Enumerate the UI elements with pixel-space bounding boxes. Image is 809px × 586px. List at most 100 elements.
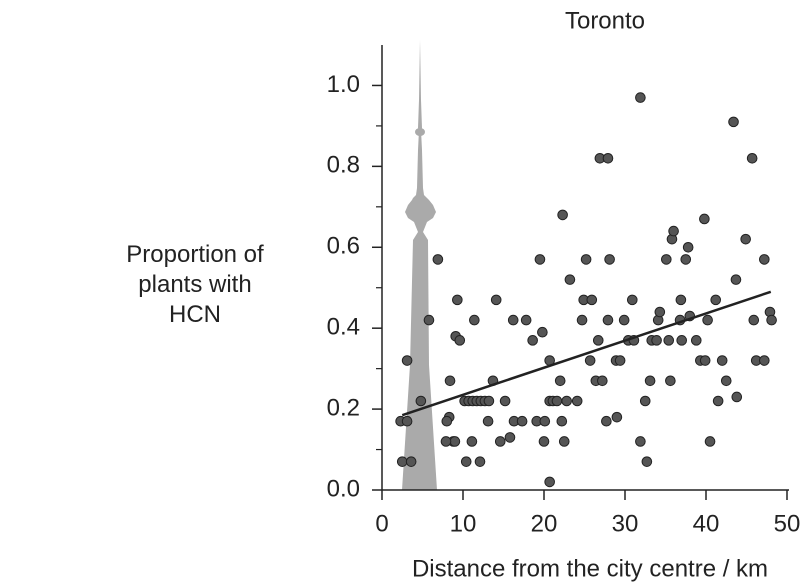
point (665, 375, 676, 387)
point (482, 415, 494, 427)
point (564, 274, 576, 285)
point (676, 335, 688, 346)
y-tick-label: 0.6 (327, 233, 360, 260)
point (401, 415, 413, 427)
point (626, 294, 638, 306)
point (699, 213, 710, 225)
point (441, 415, 453, 427)
point (432, 254, 444, 265)
point (748, 314, 760, 326)
trend-line (401, 290, 772, 417)
y-tick-label: 0.2 (327, 394, 360, 421)
point (710, 294, 722, 306)
x-tick-label: 30 (612, 510, 639, 537)
y-tick-label: 0.0 (327, 475, 360, 502)
point (460, 456, 472, 467)
point (602, 314, 614, 326)
point (740, 233, 751, 245)
point (494, 436, 506, 447)
x-tick-label: 50 (774, 510, 801, 537)
point (702, 314, 713, 326)
point (641, 456, 653, 467)
y-tick-label: 0.8 (327, 152, 360, 179)
point (554, 375, 566, 387)
point (405, 456, 417, 467)
point (644, 375, 656, 387)
point (534, 254, 546, 265)
point (580, 254, 592, 265)
point (466, 436, 478, 447)
x-tick-label: 10 (450, 510, 477, 537)
y-axis-label: Proportion of plants with HCN (126, 241, 264, 328)
point (728, 116, 739, 128)
point (576, 314, 588, 326)
cn-tower-silhouette (402, 40, 437, 490)
point (469, 314, 480, 326)
point (544, 476, 555, 488)
x-axis-label: Distance from the city centre / km (412, 555, 768, 582)
point (668, 225, 679, 237)
y-tick-label: 1.0 (327, 71, 360, 98)
point (584, 355, 596, 366)
point (682, 241, 694, 253)
point (551, 395, 563, 407)
point (651, 335, 662, 346)
chart-title: Toronto (565, 7, 645, 34)
point (444, 375, 456, 387)
point (504, 432, 516, 443)
point (586, 294, 598, 306)
point (730, 274, 742, 285)
point (661, 254, 672, 265)
point (639, 395, 651, 407)
point (415, 395, 427, 407)
point (604, 254, 615, 265)
point (537, 326, 548, 338)
point (759, 254, 770, 265)
point (602, 152, 614, 164)
point (556, 415, 568, 427)
point (618, 314, 630, 326)
point (538, 436, 550, 447)
point (449, 436, 461, 447)
point (557, 209, 568, 221)
point (601, 415, 612, 427)
point (520, 314, 532, 326)
point (452, 294, 463, 306)
x-tick-label: 20 (531, 510, 558, 537)
point (712, 395, 724, 407)
point (611, 411, 623, 423)
point (759, 355, 770, 366)
point (561, 395, 572, 407)
point (499, 395, 511, 407)
point (635, 436, 646, 447)
point (654, 306, 666, 318)
point (675, 294, 687, 306)
x-tick-label: 40 (693, 510, 720, 537)
point (423, 314, 435, 326)
point (490, 294, 502, 306)
point (716, 355, 728, 366)
point (690, 335, 702, 346)
point (507, 314, 519, 326)
point (720, 375, 732, 387)
point (571, 395, 583, 407)
point (454, 335, 466, 346)
point (635, 92, 646, 103)
point (614, 355, 626, 366)
point (766, 314, 777, 326)
point (483, 395, 495, 407)
point (699, 355, 711, 366)
point (704, 436, 716, 447)
point (663, 335, 675, 346)
point (558, 436, 570, 447)
point (474, 456, 486, 467)
point (401, 355, 413, 366)
point (680, 254, 692, 265)
point (516, 415, 528, 427)
point (539, 415, 551, 427)
point (396, 456, 408, 467)
y-tick-label: 0.4 (327, 314, 360, 341)
point (597, 375, 608, 387)
